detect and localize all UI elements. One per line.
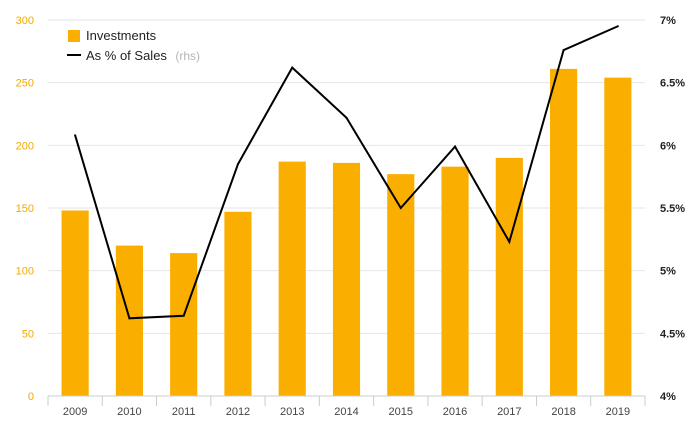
x-tick-label: 2016 [443,406,467,418]
line-point-2013 [291,66,294,69]
x-tick-label: 2011 [172,406,196,418]
right-tick-label: 6.5% [660,78,685,90]
line-point-2011 [182,314,185,317]
left-tick-label: 0 [28,391,34,403]
x-tick-label: 2018 [551,406,575,418]
bar-2014 [332,162,361,396]
line-point-2019 [616,25,619,28]
bar-series-investments [61,68,632,397]
right-tick-label: 4% [660,391,676,403]
left-axis-ticks: 0 50 100 150 200 250 300 [16,15,34,403]
x-tick-label: 2013 [280,406,304,418]
legend-label-investments: Investments [86,28,157,43]
right-tick-label: 7% [660,15,676,27]
legend-swatch-investments [68,30,80,42]
line-point-2018 [562,49,565,52]
legend-label-sales-pct-note: (rhs) [175,49,200,63]
bar-2015 [387,174,415,396]
x-tick-label: 2017 [497,406,521,418]
legend-label-sales-pct: As % of Sales (rhs) [86,47,200,64]
x-tick-label: 2009 [63,406,87,418]
right-tick-label: 5.5% [660,203,685,215]
x-tick-label: 2015 [389,406,413,418]
bar-2019 [604,77,632,397]
bar-2011 [170,253,198,396]
line-point-2014 [345,116,348,119]
line-series-sales-pct [74,25,619,320]
right-tick-label: 5% [660,266,676,278]
right-tick-label: 4.5% [660,328,685,340]
line-point-2017 [508,240,511,243]
line-point-2012 [236,163,239,166]
left-tick-label: 300 [16,15,34,27]
left-tick-label: 50 [22,328,34,340]
x-tick-label: 2010 [117,406,141,418]
bar-2013 [278,161,306,396]
x-axis: 2009 2010 2011 2012 2013 2014 2015 2016 2017 2018… [47,395,646,418]
left-tick-label: 100 [16,266,34,278]
bar-2017 [495,157,523,396]
left-tick-label: 250 [16,78,34,90]
bar-2009 [61,210,89,396]
bar-2016 [441,166,469,396]
legend-label-sales-pct-text: As % of Sales [86,48,167,63]
line-point-2015 [399,207,402,209]
right-axis-ticks: 4% 4.5% 5% 5.5% 6% 6.5% 7% [660,15,685,403]
left-tick-label: 150 [16,203,34,215]
right-tick-label: 6% [660,140,676,152]
bar-2012 [224,211,252,396]
x-tick-label: 2019 [606,406,630,418]
line-point-2009 [74,134,77,137]
x-tick-label: 2014 [334,406,358,418]
x-tick-label: 2012 [226,406,250,418]
line-point-2016 [454,145,457,148]
line-point-2010 [128,317,131,320]
left-tick-label: 200 [16,140,34,152]
bar-2010 [115,245,143,396]
legend: Investments As % of Sales (rhs) [67,28,200,64]
bar-2018 [550,68,578,396]
